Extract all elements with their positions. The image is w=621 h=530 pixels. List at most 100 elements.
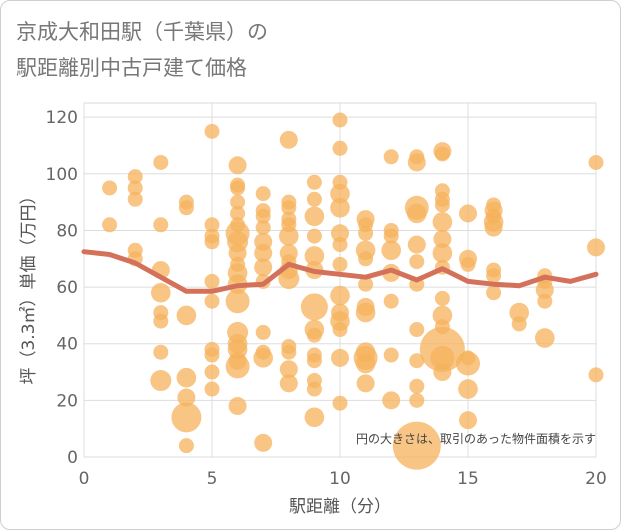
data-point (433, 363, 452, 382)
data-point (230, 180, 246, 196)
data-point (535, 328, 555, 348)
x-tick-label: 10 (329, 469, 351, 489)
data-point (204, 381, 220, 397)
data-point (432, 243, 453, 263)
data-point (330, 183, 350, 204)
data-point (535, 280, 554, 299)
data-point (279, 374, 298, 393)
data-point (433, 229, 452, 248)
data-point (392, 421, 441, 470)
data-point (511, 316, 527, 332)
data-point (458, 379, 478, 399)
data-point (304, 407, 325, 428)
data-point (153, 313, 169, 329)
data-point (306, 327, 322, 343)
data-point (255, 324, 271, 340)
data-point (409, 392, 425, 408)
y-axis-title: 坪（3.3㎡）単価（万円） (19, 187, 39, 384)
data-point (537, 293, 553, 309)
data-point (204, 347, 220, 363)
data-point (432, 212, 453, 232)
data-point (383, 293, 399, 309)
data-point (204, 293, 220, 309)
data-point (153, 344, 169, 360)
bubble-size-note: 円の大きさは、取引のあった物件面積を示す (356, 431, 596, 446)
y-tick-label: 0 (67, 448, 78, 468)
data-point (255, 186, 271, 202)
data-point (127, 180, 143, 196)
x-tick-label: 15 (457, 469, 479, 489)
data-point (332, 140, 348, 156)
y-tick-label: 60 (56, 278, 78, 298)
data-point (358, 251, 374, 267)
x-axis-title: 駅距離（分） (289, 497, 391, 517)
data-point (204, 217, 220, 233)
data-point (588, 367, 604, 383)
data-point (409, 322, 425, 338)
data-point (127, 169, 143, 185)
data-point (281, 344, 297, 360)
data-point (306, 191, 322, 207)
data-point (432, 305, 453, 326)
data-point (153, 154, 169, 170)
data-point (358, 225, 374, 241)
data-point (225, 354, 250, 379)
data-point (355, 353, 376, 374)
data-point (306, 353, 322, 369)
data-point (330, 285, 350, 306)
y-tick-label: 80 (56, 221, 78, 241)
data-point (102, 217, 118, 233)
data-point (332, 395, 348, 411)
data-point (434, 290, 450, 306)
data-point (281, 200, 297, 216)
y-tick-label: 100 (46, 165, 78, 185)
data-point (153, 217, 169, 233)
chart-title: 京成大和田駅（千葉県）の 駅距離別中古戸建て価格 (16, 20, 268, 80)
x-axis-ticks: 0 5 10 15 20 (79, 469, 607, 489)
data-point (486, 285, 502, 301)
data-point (330, 197, 350, 218)
y-tick-label: 20 (56, 391, 78, 411)
data-point (151, 282, 171, 303)
data-point (176, 367, 197, 388)
data-point (304, 206, 325, 227)
data-point (304, 246, 325, 266)
data-point (331, 348, 349, 367)
data-point (127, 191, 143, 207)
data-point (409, 254, 425, 270)
data-point (332, 112, 348, 128)
data-point (459, 204, 477, 223)
data-point (409, 378, 425, 394)
data-point (204, 123, 220, 139)
data-point (102, 180, 118, 196)
data-point (150, 370, 172, 392)
data-point (306, 381, 322, 397)
data-point (588, 154, 604, 170)
data-point (486, 268, 502, 284)
data-point (383, 347, 399, 363)
data-point (430, 345, 455, 370)
data-point (230, 194, 246, 210)
data-point (228, 397, 247, 416)
data-point (456, 351, 480, 376)
data-point (176, 305, 197, 326)
data-point (331, 224, 349, 243)
data-point (204, 273, 220, 289)
data-point (255, 220, 271, 236)
data-point (228, 244, 247, 263)
data-point (382, 263, 401, 282)
data-point (254, 258, 273, 277)
data-point (356, 374, 375, 393)
data-point (178, 438, 194, 454)
data-point (409, 353, 425, 369)
x-tick-label: 0 (79, 469, 90, 489)
data-point (225, 289, 250, 314)
data-point (255, 208, 271, 224)
data-point (381, 240, 402, 261)
y-axis-ticks: 0 20 40 60 80 100 120 (46, 108, 78, 468)
data-point (358, 276, 374, 292)
data-point (434, 146, 450, 162)
y-tick-label: 120 (46, 108, 78, 128)
data-point (587, 238, 605, 257)
